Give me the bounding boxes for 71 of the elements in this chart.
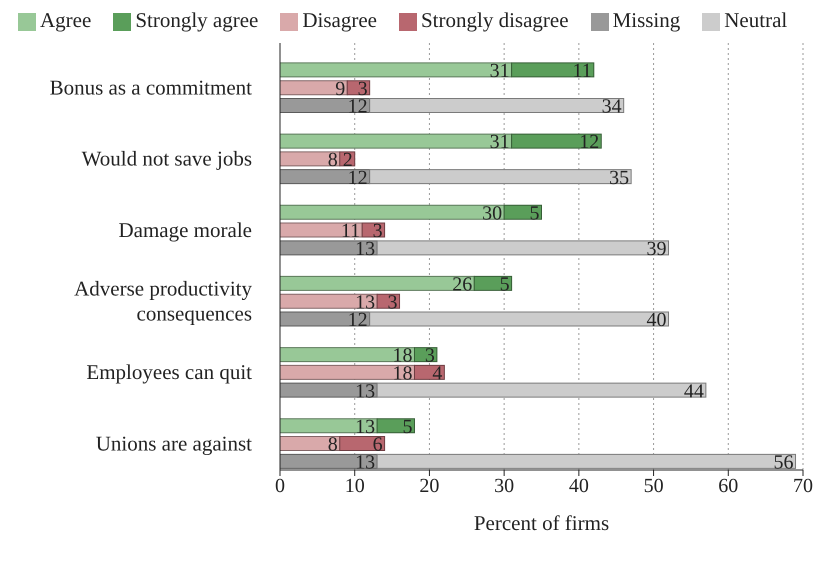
data-label: 13	[355, 451, 376, 474]
data-label: 35	[609, 166, 630, 189]
x-tick-label: 40	[568, 475, 589, 498]
bar	[280, 80, 348, 96]
bar	[504, 204, 542, 220]
bar	[474, 276, 512, 291]
bar	[369, 169, 632, 184]
x-tick-label: 20	[419, 475, 440, 498]
data-label: 5	[402, 416, 412, 438]
bar	[369, 98, 624, 114]
data-label: 5	[530, 202, 540, 224]
bar	[280, 151, 340, 166]
data-label: 12	[579, 131, 600, 154]
legend-label: Strongly agree	[135, 8, 258, 32]
x-tick-label: 30	[494, 475, 514, 498]
bar	[280, 276, 475, 291]
bar	[280, 364, 415, 380]
data-label: 40	[646, 309, 667, 332]
data-label: 4	[432, 362, 442, 384]
legend-label: Missing	[612, 8, 680, 32]
bar	[280, 222, 363, 238]
data-label: 56	[774, 451, 794, 474]
data-label: 34	[602, 96, 622, 118]
data-label: 8	[328, 148, 338, 171]
data-label: 8	[328, 434, 338, 456]
data-label: 3	[424, 344, 435, 367]
data-label: 5	[500, 274, 510, 296]
legend-label: Agree	[40, 8, 92, 32]
bar	[376, 454, 796, 469]
bar	[376, 418, 415, 434]
y-tick-label: Adverse productivity consequences	[74, 276, 252, 326]
y-tick-label: Unions are against	[96, 431, 252, 456]
bar	[280, 134, 512, 149]
data-label: 13	[355, 416, 376, 438]
data-label: 26	[452, 274, 472, 296]
x-tick-label: 70	[793, 475, 813, 498]
bar	[376, 382, 706, 398]
bar	[511, 134, 602, 149]
bar	[369, 312, 670, 327]
data-label: 39	[646, 238, 667, 260]
data-label: 9	[335, 78, 346, 100]
y-tick-label: Damage morale	[118, 218, 252, 242]
legend-label: Neutral	[724, 8, 788, 32]
x-tick-label: 60	[718, 475, 738, 498]
bar	[280, 418, 378, 434]
bar	[280, 436, 340, 452]
bar	[511, 62, 594, 78]
bar	[339, 436, 386, 452]
x-axis-title: Percent of firms	[474, 511, 610, 535]
data-label: 11	[572, 60, 592, 82]
bar	[280, 347, 415, 362]
data-label: 13	[355, 380, 376, 402]
data-label: 6	[372, 434, 383, 456]
x-tick-label: 0	[275, 475, 285, 498]
y-tick-label: Employees can quit	[86, 360, 252, 384]
x-tick-label: 50	[644, 475, 664, 498]
bar	[280, 294, 378, 309]
bar	[280, 204, 505, 220]
legend-label: Strongly disagree	[421, 8, 569, 32]
bar	[376, 240, 670, 256]
data-label: 3	[388, 291, 398, 314]
data-label: 3	[372, 220, 383, 242]
y-tick-label: Would not save jobs	[82, 146, 252, 171]
data-label: 31	[490, 60, 510, 82]
x-tick-label: 10	[344, 475, 365, 498]
y-tick-label: Bonus as a commitment	[50, 75, 252, 100]
legend-label: Disagree	[302, 8, 377, 32]
data-label: 31	[490, 131, 510, 154]
data-label: 44	[684, 380, 704, 402]
data-label: 30	[482, 202, 502, 224]
bar	[280, 62, 512, 78]
